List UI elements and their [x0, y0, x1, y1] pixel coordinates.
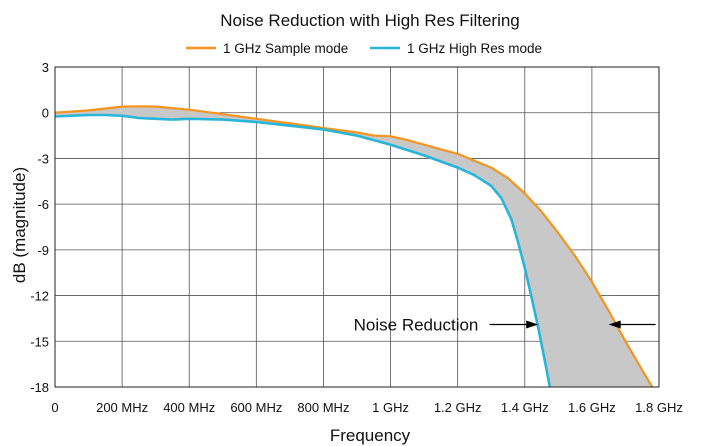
plot-frame: [54, 66, 660, 388]
x-tick-label: 600 MHz: [230, 400, 282, 415]
noise-reduction-shaded-area: [55, 106, 653, 388]
annotation-arrow-0-head: [526, 320, 539, 329]
y-tick-label: 0: [42, 106, 49, 121]
chart-title: Noise Reduction with High Res Filtering: [220, 11, 520, 30]
x-tick-label: 200 MHz: [96, 400, 148, 415]
x-tick-label: 1.4 GHz: [501, 400, 549, 415]
x-tick-label: 400 MHz: [163, 400, 215, 415]
tick-labels: 0 200 MHz 400 MHz 600 MHz 800 MHz 1 GHz 1.2 GH…: [30, 60, 683, 415]
annotation-arrow-1-head: [608, 320, 621, 329]
annotations: Noise Reduction: [354, 316, 656, 335]
legend: 1 GHz Sample mode 1 GHz High Res mode: [186, 41, 542, 56]
series-line-high-res-mode: [54, 113, 552, 388]
x-tick-label: 1.6 GHz: [568, 400, 616, 415]
legend-label-sample-mode: 1 GHz Sample mode: [223, 41, 348, 56]
legend-label-high-res-mode: 1 GHz High Res mode: [407, 41, 542, 56]
annotation-noise-reduction: Noise Reduction: [354, 316, 479, 335]
y-tick-label: -18: [30, 380, 49, 395]
series-line-sample-mode: [54, 105, 654, 388]
y-tick-label: -12: [30, 289, 49, 304]
x-tick-label: 1 GHz: [372, 400, 409, 415]
x-tick-label: 1.2 GHz: [434, 400, 482, 415]
x-tick-label: 1.8 GHz: [635, 400, 683, 415]
y-tick-label: -3: [37, 151, 49, 166]
y-tick-label: 3: [42, 60, 49, 75]
x-axis-label: Frequency: [330, 426, 411, 445]
x-tick-label: 0: [51, 400, 58, 415]
y-tick-label: -15: [30, 334, 49, 349]
x-tick-label: 800 MHz: [297, 400, 349, 415]
y-tick-label: -6: [37, 197, 49, 212]
y-tick-label: -9: [37, 243, 49, 258]
y-axis-label: dB (magnitude): [10, 167, 29, 283]
